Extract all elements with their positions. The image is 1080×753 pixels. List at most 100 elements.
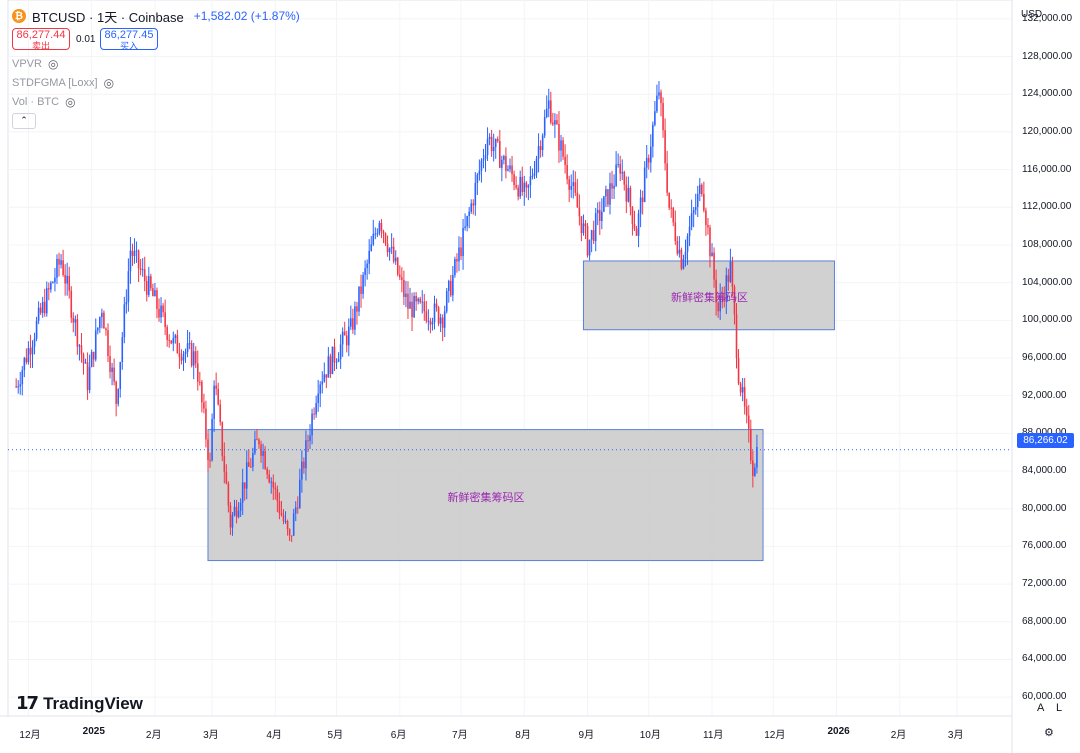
indicator-label: Vol · BTC: [12, 95, 60, 108]
y-tick-label: 104,000.00: [1022, 276, 1073, 288]
candle-body: [341, 331, 344, 345]
candle-body: [470, 203, 473, 212]
candle-body: [145, 281, 148, 295]
candle-body: [80, 345, 83, 355]
candle-body: [68, 275, 71, 291]
candle-body: [137, 250, 140, 269]
candle-body: [309, 435, 311, 441]
eye-off-icon[interactable]: ◎: [65, 94, 76, 109]
candle-body: [492, 147, 495, 152]
candle-body: [164, 312, 166, 328]
candle-body: [327, 356, 330, 378]
candle-body: [488, 136, 491, 139]
candle-body: [550, 100, 552, 123]
candle-body: [374, 233, 377, 235]
eye-off-icon[interactable]: ◎: [103, 75, 115, 90]
candle-body: [94, 330, 97, 360]
indicator-volume[interactable]: Vol · BTC ◎: [12, 92, 300, 111]
candle-body: [592, 230, 595, 242]
candle-body: [245, 462, 248, 489]
candle-body: [433, 303, 436, 323]
candle-body: [158, 308, 160, 318]
candle-body: [717, 302, 719, 312]
candle-body: [303, 461, 305, 469]
candle-body: [641, 197, 644, 202]
candle-body: [568, 179, 570, 190]
candle-body: [417, 298, 419, 302]
candle-body: [635, 228, 638, 236]
candle-body: [411, 301, 413, 318]
candle-body: [611, 183, 613, 189]
buy-button[interactable]: 86,277.45 买入: [100, 28, 158, 51]
candle-body: [496, 138, 499, 142]
candle-body: [390, 246, 393, 249]
candle-body: [305, 440, 307, 469]
candle-body: [186, 343, 189, 352]
candle-body: [754, 467, 756, 476]
brand-name: TradingView: [43, 693, 143, 713]
candle-body: [217, 388, 219, 405]
candle-body: [264, 451, 266, 469]
candle-body: [578, 207, 581, 217]
indicator-stdfgma[interactable]: STDFGMA [Loxx] ◎: [12, 73, 300, 92]
symbol-row[interactable]: ₿ BTCUSD · 1天 · Coinbase +1,582.02 (+1.8…: [12, 6, 300, 26]
log-scale-button[interactable]: L: [1056, 702, 1063, 714]
candle-body: [580, 216, 583, 234]
candle-body: [503, 156, 505, 160]
candle-body: [688, 226, 691, 237]
candle-body: [88, 366, 91, 391]
y-tick-label: 108,000.00: [1022, 238, 1073, 250]
candle-body: [31, 346, 34, 355]
candle-body: [443, 311, 446, 328]
candle-body: [741, 387, 744, 393]
indicator-label: STDFGMA [Loxx]: [12, 76, 98, 89]
candle-body: [78, 345, 81, 347]
candle-body: [660, 92, 662, 104]
tradingview-logo: 17 TradingView: [16, 693, 143, 714]
sell-button[interactable]: 86,277.44 卖出: [12, 28, 70, 51]
candle-body: [421, 301, 424, 303]
candle-body: [419, 298, 422, 303]
candle-body: [99, 317, 101, 328]
candle-body: [274, 487, 277, 490]
candle-body: [460, 247, 462, 257]
candle-body: [619, 163, 621, 174]
chevron-up-icon[interactable]: ⌃: [12, 113, 36, 129]
candle-body: [521, 176, 524, 192]
candle-body: [190, 343, 193, 366]
candle-body: [129, 250, 132, 272]
candle-body: [605, 189, 607, 197]
candle-body: [72, 317, 75, 323]
candle-body: [141, 269, 144, 271]
candle-body: [517, 187, 519, 197]
currency-selector[interactable]: USD: [1021, 9, 1043, 20]
candle-body: [466, 216, 468, 227]
candle-body: [501, 159, 503, 168]
candle-body: [727, 275, 730, 282]
candle-body: [329, 356, 332, 374]
candle-body: [307, 440, 309, 442]
candle-body: [570, 185, 573, 190]
candle-body: [109, 356, 111, 373]
candle-body: [276, 489, 279, 502]
candle-body: [676, 241, 679, 254]
y-tick-label: 128,000.00: [1022, 50, 1073, 62]
eye-off-icon[interactable]: ◎: [47, 56, 59, 71]
zone-label: 新鲜密集筹码区: [447, 492, 525, 505]
candle-body: [178, 353, 181, 357]
candle-body: [725, 275, 728, 302]
candle-body: [527, 185, 530, 188]
candle-body: [576, 192, 579, 208]
candle-body: [266, 468, 268, 475]
auto-scale-button[interactable]: A: [1037, 702, 1045, 714]
y-tick-label: 96,000.00: [1022, 352, 1067, 363]
gear-icon[interactable]: ⚙: [1044, 726, 1054, 739]
x-tick-label: 3月: [203, 730, 219, 741]
candle-body: [692, 210, 695, 214]
candle-body: [52, 282, 54, 284]
candle-body: [105, 328, 107, 331]
candle-body: [519, 176, 522, 197]
candle-body: [482, 158, 485, 161]
indicator-vpvr[interactable]: VPVR ◎: [12, 54, 300, 73]
